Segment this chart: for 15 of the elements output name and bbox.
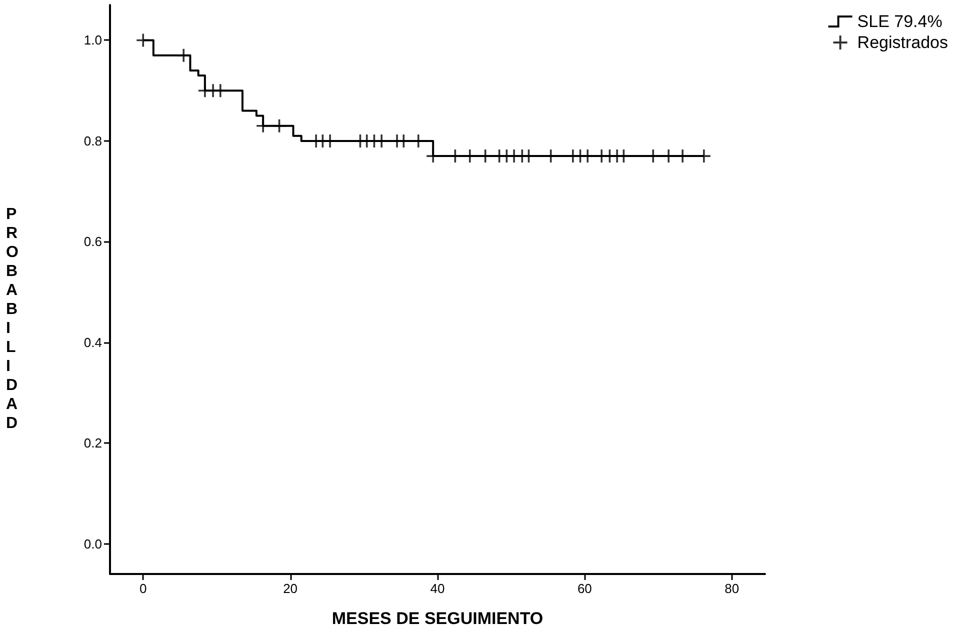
text: PROBABILIDAD <box>6 206 18 432</box>
x-tick-label: 40 <box>430 581 445 596</box>
y-tick-label: 0.2 <box>84 436 102 451</box>
x-tick-label: 60 <box>577 581 592 596</box>
legend-label: Registrados <box>857 33 948 52</box>
y-tick-label: 0.4 <box>84 334 102 350</box>
x-tick-label: 0 <box>140 581 147 596</box>
x-tick-label: 80 <box>724 581 740 596</box>
x-tick-label: 20 <box>283 581 298 596</box>
y-tick-label: 0.8 <box>84 133 102 148</box>
legend-label: SLE 79.4% <box>857 12 942 31</box>
y-tick-label: 0.6 <box>84 234 102 250</box>
x-axis-title: MESES DE SEGUIMIENTO <box>332 609 544 628</box>
y-tick-label: 1.0 <box>84 32 102 48</box>
y-tick-label: 0.0 <box>84 536 102 552</box>
